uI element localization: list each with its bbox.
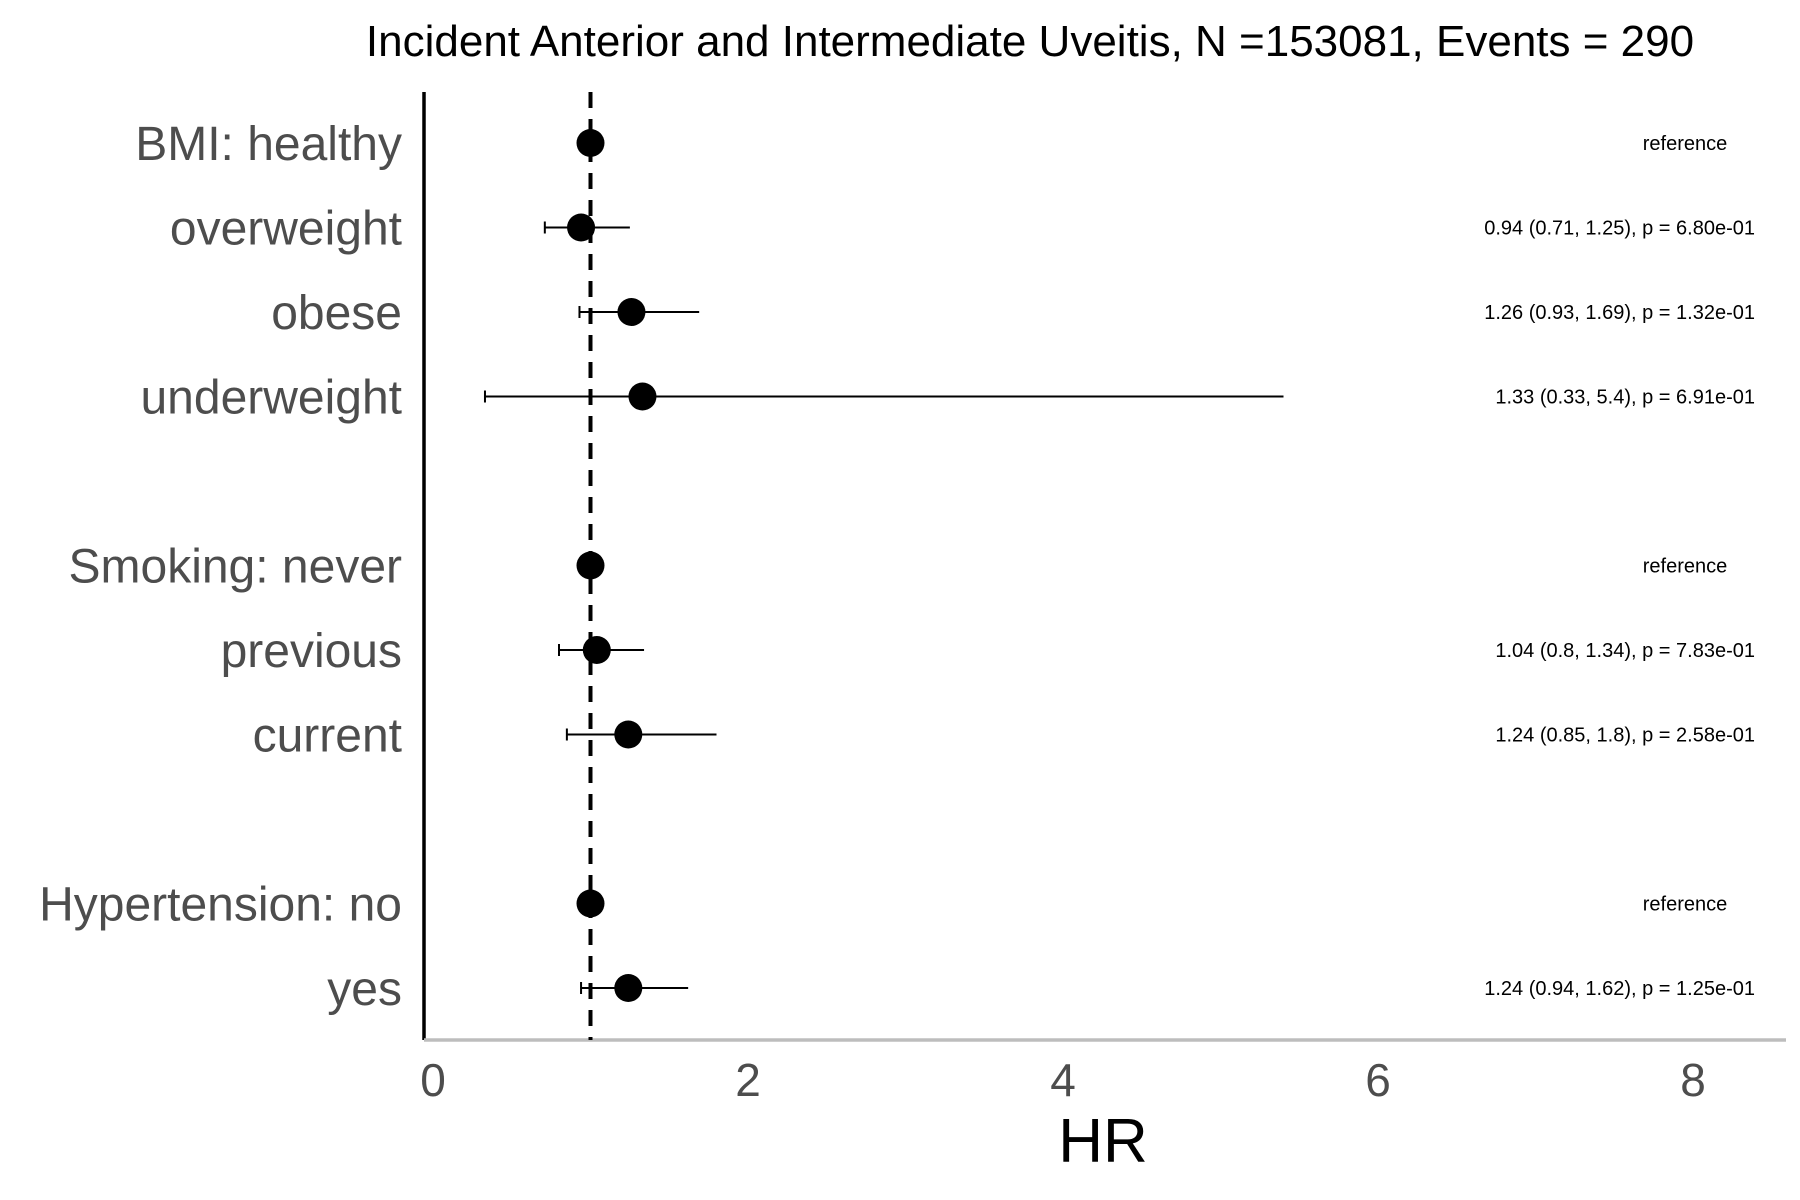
hr-annotation: 1.26 (0.93, 1.69), p = 1.32e-01 <box>1484 302 1755 324</box>
chart-title: Incident Anterior and Intermediate Uveit… <box>366 17 1694 66</box>
reference-annotation: reference <box>1643 894 1728 916</box>
x-tick-label: 4 <box>1050 1054 1076 1106</box>
x-tick-label: 8 <box>1680 1054 1706 1106</box>
hr-annotation: 1.04 (0.8, 1.34), p = 7.83e-01 <box>1495 640 1755 662</box>
plot-area: 0 2 4 6 8 BMI: healthy reference overweight 0.94… <box>39 92 1786 1106</box>
reference-annotation: reference <box>1643 133 1728 155</box>
row-label: previous <box>221 625 402 678</box>
hr-point <box>576 129 605 157</box>
hr-point <box>567 213 596 242</box>
row-label: Hypertension: no <box>39 879 402 932</box>
hr-point <box>614 974 643 1002</box>
row-label: yes <box>327 963 402 1016</box>
x-tick-label: 0 <box>420 1054 446 1106</box>
hr-annotation: 1.24 (0.94, 1.62), p = 1.25e-01 <box>1484 978 1755 1000</box>
x-tick-label: 6 <box>1365 1054 1391 1106</box>
hr-annotation: 1.33 (0.33, 5.4), p = 6.91e-01 <box>1495 387 1755 409</box>
row-label: underweight <box>140 372 402 425</box>
hr-annotation: 1.24 (0.85, 1.8), p = 2.58e-01 <box>1495 725 1755 747</box>
hr-point <box>614 720 643 749</box>
hr-annotation: 0.94 (0.71, 1.25), p = 6.80e-01 <box>1484 218 1755 240</box>
hr-point <box>582 636 611 664</box>
row-label: current <box>253 710 402 763</box>
row-label: Smoking: never <box>69 541 403 594</box>
hr-point <box>617 298 646 326</box>
x-axis-title: HR <box>1058 1107 1148 1176</box>
x-tick-label: 2 <box>735 1054 761 1106</box>
row-label: obese <box>271 287 402 340</box>
row-label: overweight <box>170 203 402 256</box>
hr-point <box>576 889 605 918</box>
row-label: BMI: healthy <box>135 118 402 171</box>
hr-point <box>576 551 605 580</box>
hr-point <box>628 382 657 411</box>
reference-annotation: reference <box>1643 556 1728 578</box>
